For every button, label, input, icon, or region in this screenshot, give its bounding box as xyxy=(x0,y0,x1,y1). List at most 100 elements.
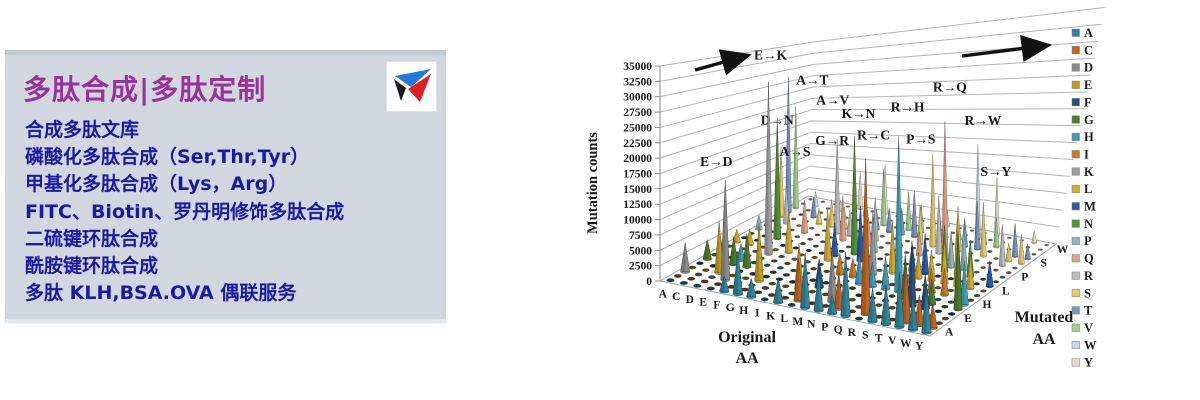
zero-marker xyxy=(822,281,830,285)
zero-marker xyxy=(792,246,799,250)
wall-gridline xyxy=(659,154,1071,221)
y-tick-label: 20000 xyxy=(623,153,652,165)
zero-marker xyxy=(825,207,831,210)
x-axis-label: N xyxy=(807,319,816,331)
cone-shade xyxy=(813,273,819,311)
cone-shade xyxy=(729,236,734,265)
cone-spike xyxy=(867,261,877,287)
x-axis-label: T xyxy=(875,332,883,344)
zero-marker xyxy=(980,266,986,269)
zero-marker xyxy=(693,283,702,288)
cone-shade xyxy=(1031,230,1035,243)
x-axis-label: L xyxy=(780,313,788,325)
cone-shade xyxy=(868,212,873,275)
cone-shade xyxy=(947,231,952,268)
legend-label: D xyxy=(1084,61,1093,75)
zero-marker xyxy=(778,255,785,259)
cone-shade xyxy=(905,191,909,230)
cone-shade xyxy=(1005,243,1009,261)
cone-spike xyxy=(867,287,878,322)
zero-marker xyxy=(762,274,770,279)
cone-spike xyxy=(915,231,923,256)
zero-marker xyxy=(947,288,955,292)
cone-shade xyxy=(940,268,945,295)
zero-marker xyxy=(845,245,852,249)
zero-marker xyxy=(688,265,697,270)
service-item-amide-cyclic[interactable]: 酰胺键环肽合成 xyxy=(25,255,159,278)
cone-shade xyxy=(941,121,945,261)
service-item-methylation[interactable]: 甲基化多肽合成（Lys，Arg） xyxy=(25,173,288,196)
legend-swatch xyxy=(1071,63,1080,72)
zero-marker xyxy=(820,240,826,244)
zero-marker xyxy=(812,244,819,248)
cone-shade xyxy=(908,296,913,330)
zero-marker xyxy=(788,291,796,296)
zero-marker xyxy=(767,293,776,297)
x-axis-label: R xyxy=(848,327,857,339)
zero-marker xyxy=(980,289,987,293)
cone-spike xyxy=(966,255,975,289)
zero-marker xyxy=(782,284,790,289)
zero-marker xyxy=(855,305,863,309)
legend-label: V xyxy=(1084,321,1093,335)
cone-shade xyxy=(732,251,738,294)
x-axis-label: Q xyxy=(834,324,843,336)
zero-marker xyxy=(789,280,797,284)
service-item-phosphorylation[interactable]: 磷酸化多肽合成（Ser,Thr,Tyr） xyxy=(25,146,310,169)
zero-marker xyxy=(805,249,812,252)
service-item-peptide-library[interactable]: 合成多肽文库 xyxy=(25,119,140,141)
cone-shade xyxy=(999,224,1003,266)
legend-swatch xyxy=(1071,202,1080,211)
zero-marker xyxy=(823,269,831,273)
cone-spike xyxy=(732,228,741,243)
legend-label: Y xyxy=(1084,356,1093,370)
zero-marker xyxy=(934,309,943,314)
zero-marker xyxy=(879,234,885,238)
zero-marker xyxy=(790,268,797,273)
legend-swatch xyxy=(1071,115,1080,124)
cone-spike xyxy=(860,158,871,315)
x-axis-label: M xyxy=(792,316,803,328)
cone-shade xyxy=(746,278,752,297)
cone-spike xyxy=(980,202,987,257)
zero-marker xyxy=(814,233,821,237)
zero-marker xyxy=(760,297,769,302)
x-axis-label: K xyxy=(766,310,775,322)
cone-spike xyxy=(754,223,764,282)
peak-label: R→C xyxy=(857,128,890,143)
y-tick-label: 25000 xyxy=(623,122,652,134)
zero-marker xyxy=(700,279,709,284)
zero-marker xyxy=(768,281,777,286)
cone-shade xyxy=(848,257,853,277)
wall-gridline xyxy=(659,165,1067,236)
service-item-klh-bsa-ova[interactable]: 多肽 KLH,BSA.OVA 偶联服务 xyxy=(25,282,297,305)
service-item-disulfide-cyclic[interactable]: 二硫键环肽合成 xyxy=(25,227,159,250)
cone-shade xyxy=(754,223,760,281)
cone-spike xyxy=(929,154,937,247)
promo-banner[interactable]: 多肽合成|多肽定制 合成多肽文库 磷酸化多肽合成（Ser,Thr,Tyr） 甲基… xyxy=(5,50,446,323)
service-item-fitc-biotin[interactable]: FITC、Biotin、罗丹明修饰多肽合成 xyxy=(25,200,345,223)
cone-shade xyxy=(974,200,978,250)
peak-label: D→N xyxy=(761,112,794,127)
zero-marker xyxy=(950,231,956,234)
cone-spike xyxy=(1005,243,1013,262)
cone-spike xyxy=(880,284,892,325)
peak-label: P→S xyxy=(906,131,935,146)
wall-gridline xyxy=(659,131,1078,190)
cone-spike xyxy=(742,233,752,268)
zero-marker xyxy=(888,282,896,287)
zero-marker xyxy=(1012,266,1018,270)
cone-shade xyxy=(755,214,759,230)
zero-marker xyxy=(1044,244,1049,247)
x-axis-label: W xyxy=(900,338,912,350)
zero-marker xyxy=(680,281,688,285)
zero-marker xyxy=(993,257,999,260)
legend-swatch xyxy=(1071,80,1080,89)
cone-spike xyxy=(940,268,949,296)
x-axis-title: Original xyxy=(718,329,776,346)
cone-spike xyxy=(1017,234,1025,264)
zero-marker xyxy=(673,274,682,278)
cone-shade xyxy=(719,275,725,292)
zero-marker xyxy=(687,276,696,281)
